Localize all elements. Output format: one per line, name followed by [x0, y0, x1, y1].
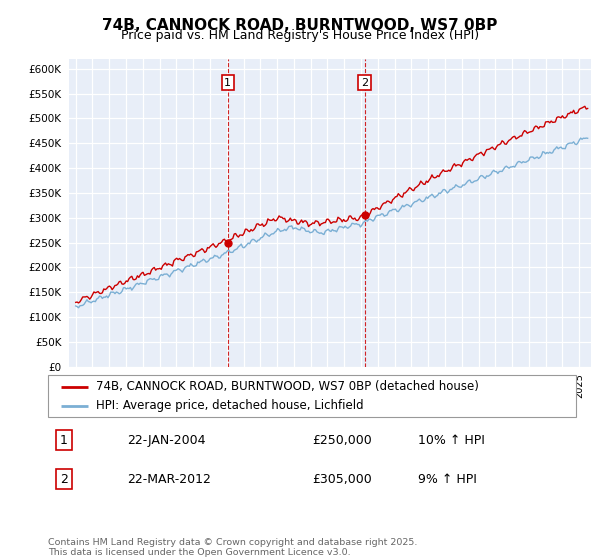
Text: 22-MAR-2012: 22-MAR-2012	[127, 473, 211, 486]
Text: 74B, CANNOCK ROAD, BURNTWOOD, WS7 0BP: 74B, CANNOCK ROAD, BURNTWOOD, WS7 0BP	[103, 18, 497, 33]
Text: 2: 2	[361, 78, 368, 88]
Text: £305,000: £305,000	[312, 473, 372, 486]
Text: 22-JAN-2004: 22-JAN-2004	[127, 433, 206, 446]
Text: Price paid vs. HM Land Registry's House Price Index (HPI): Price paid vs. HM Land Registry's House …	[121, 29, 479, 42]
Text: £250,000: £250,000	[312, 433, 372, 446]
Text: Contains HM Land Registry data © Crown copyright and database right 2025.
This d: Contains HM Land Registry data © Crown c…	[48, 538, 418, 557]
Text: 9% ↑ HPI: 9% ↑ HPI	[418, 473, 476, 486]
Text: 10% ↑ HPI: 10% ↑ HPI	[418, 433, 484, 446]
Text: HPI: Average price, detached house, Lichfield: HPI: Average price, detached house, Lich…	[95, 399, 363, 412]
FancyBboxPatch shape	[48, 375, 576, 417]
Text: 1: 1	[224, 78, 231, 88]
Text: 74B, CANNOCK ROAD, BURNTWOOD, WS7 0BP (detached house): 74B, CANNOCK ROAD, BURNTWOOD, WS7 0BP (d…	[95, 380, 478, 393]
Text: 1: 1	[60, 433, 68, 446]
Text: 2: 2	[60, 473, 68, 486]
